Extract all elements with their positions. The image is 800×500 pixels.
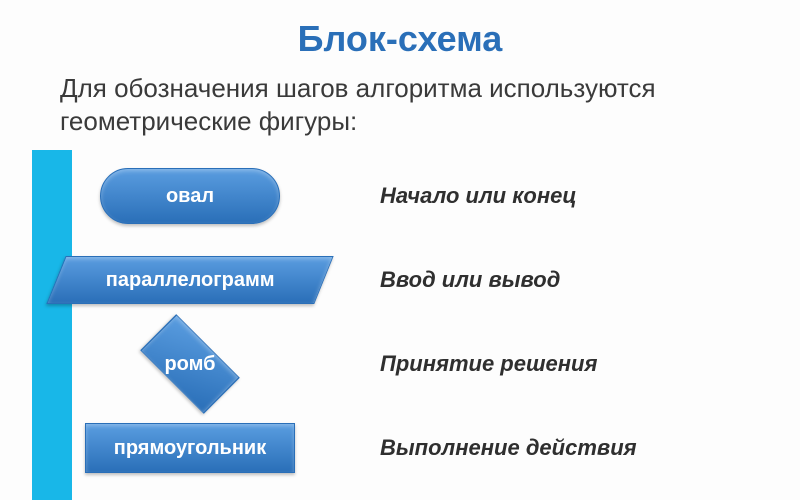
shape-label: параллелограмм bbox=[106, 269, 275, 292]
shape-row-parallelogram: параллелограмм Ввод или вывод bbox=[0, 244, 800, 316]
shape-row-rectangle: прямоугольник Выполнение действия bbox=[0, 412, 800, 484]
shape-row-oval: овал Начало или конец bbox=[0, 160, 800, 232]
shape-cell: параллелограмм bbox=[0, 256, 380, 304]
shape-label: овал bbox=[166, 185, 214, 208]
process-rectangle-shape: прямоугольник bbox=[85, 423, 295, 473]
shape-cell: овал bbox=[0, 168, 380, 224]
shape-description: Ввод или вывод bbox=[380, 267, 800, 293]
shape-description: Выполнение действия bbox=[380, 435, 800, 461]
shape-cell: ромб bbox=[0, 326, 380, 402]
shapes-list: овал Начало или конец параллелограмм Вво… bbox=[0, 160, 800, 496]
shape-cell: прямоугольник bbox=[0, 423, 380, 473]
io-parallelogram-shape: параллелограмм bbox=[46, 256, 333, 304]
shape-label: ромб bbox=[164, 353, 215, 376]
shape-description: Начало или конец bbox=[380, 183, 800, 209]
shape-label: прямоугольник bbox=[114, 437, 266, 460]
terminator-shape: овал bbox=[100, 168, 280, 224]
page-title: Блок-схема bbox=[0, 0, 800, 60]
shape-row-rhombus: ромб Принятие решения bbox=[0, 328, 800, 400]
shape-description: Принятие решения bbox=[380, 351, 800, 377]
page-subtitle: Для обозначения шагов алгоритма использу… bbox=[0, 60, 800, 137]
decision-rhombus-shape: ромб bbox=[110, 326, 270, 402]
